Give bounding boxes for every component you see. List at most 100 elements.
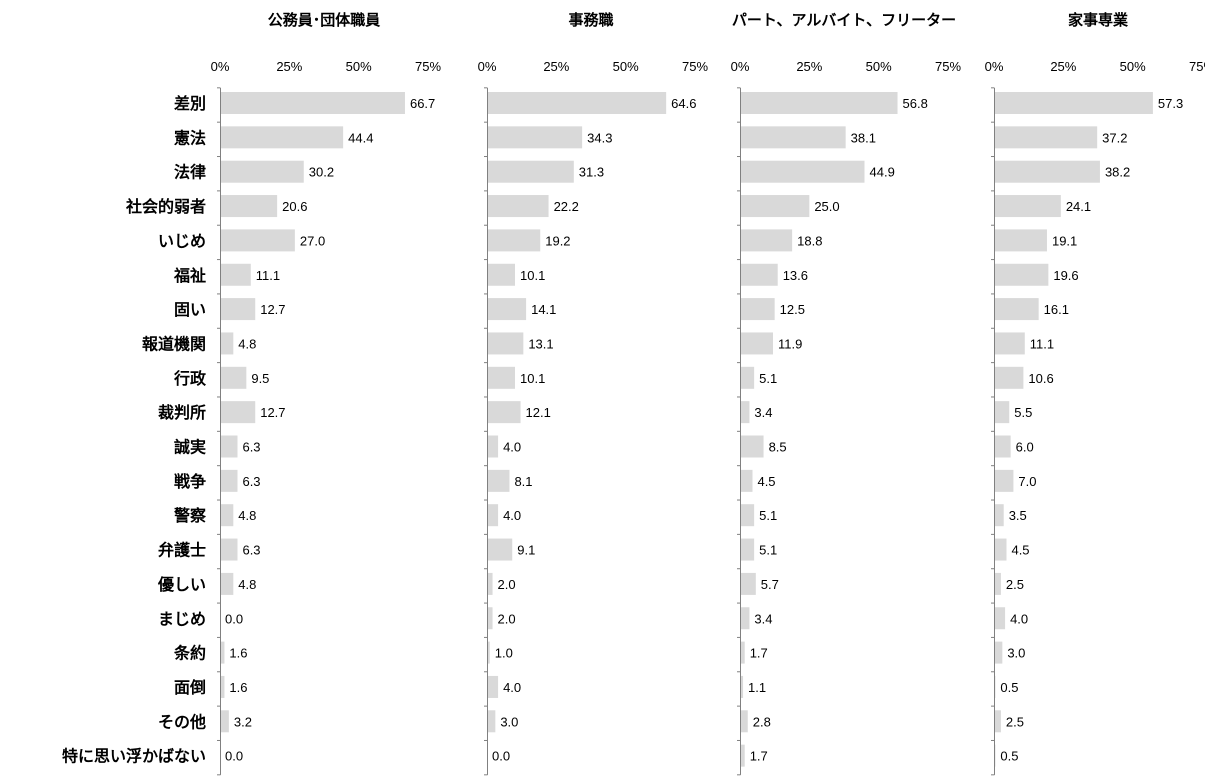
bar — [994, 469, 1014, 492]
bar — [740, 160, 865, 183]
bar — [220, 332, 234, 355]
value-label: 1.1 — [748, 680, 766, 695]
bar — [994, 435, 1011, 458]
value-label: 1.7 — [750, 749, 768, 764]
bar — [994, 229, 1047, 252]
value-label: 4.0 — [1010, 611, 1028, 626]
bar — [220, 710, 229, 733]
value-label: 5.1 — [759, 543, 777, 558]
value-label: 4.5 — [757, 474, 775, 489]
bar — [994, 195, 1061, 218]
category-label: 行政 — [173, 369, 207, 388]
value-label: 12.7 — [260, 302, 285, 317]
value-label: 25.0 — [814, 199, 839, 214]
bar — [487, 298, 527, 321]
panel-title: 公務員･団体職員 — [268, 11, 381, 29]
value-label: 4.0 — [503, 440, 521, 455]
bar — [740, 538, 755, 561]
bar — [220, 195, 278, 218]
value-label: 16.1 — [1044, 302, 1069, 317]
category-label: 固い — [174, 300, 206, 319]
bar — [220, 92, 405, 114]
value-label: 64.6 — [671, 96, 696, 111]
category-label: 戦争 — [174, 472, 206, 491]
category-label: 報道機関 — [142, 334, 206, 353]
value-label: 2.5 — [1006, 577, 1024, 592]
bar — [994, 366, 1024, 389]
value-label: 20.6 — [282, 199, 307, 214]
tick-label: 50% — [866, 59, 892, 74]
bar — [220, 298, 256, 321]
tick-label: 25% — [543, 59, 569, 74]
bar — [487, 126, 583, 149]
value-label: 0.5 — [1000, 680, 1018, 695]
value-label: 13.6 — [783, 268, 808, 283]
value-label: 11.1 — [1030, 336, 1054, 351]
value-label: 14.1 — [531, 302, 556, 317]
bar — [740, 504, 755, 527]
bar — [220, 229, 295, 252]
bar — [487, 160, 574, 183]
value-label: 22.2 — [554, 199, 579, 214]
category-label: 優しい — [157, 575, 206, 594]
value-label: 8.5 — [769, 440, 787, 455]
value-label: 18.8 — [797, 233, 822, 248]
value-label: 19.2 — [545, 233, 570, 248]
value-label: 6.3 — [242, 474, 260, 489]
bar — [487, 435, 499, 458]
value-label: 19.6 — [1053, 268, 1078, 283]
bar — [740, 92, 898, 114]
value-label: 6.0 — [1016, 440, 1034, 455]
value-label: 1.6 — [229, 680, 247, 695]
category-label: 特に思い浮かばない — [62, 747, 206, 766]
bar — [487, 195, 549, 218]
panel-title: 家事専業 — [1068, 11, 1129, 29]
bar — [220, 366, 247, 389]
value-label: 2.5 — [1006, 714, 1024, 729]
bar — [487, 332, 524, 355]
bar — [740, 263, 778, 286]
value-label: 6.3 — [242, 543, 260, 558]
category-label: 福祉 — [173, 266, 206, 285]
value-label: 0.0 — [225, 749, 243, 764]
bar — [487, 401, 521, 424]
value-label: 6.3 — [242, 440, 260, 455]
tick-label: 25% — [276, 59, 302, 74]
panel-title: 事務職 — [568, 11, 613, 29]
value-label: 1.0 — [495, 646, 513, 661]
bar — [487, 504, 499, 527]
value-label: 11.1 — [256, 268, 280, 283]
value-label: 57.3 — [1158, 96, 1183, 111]
value-label: 3.4 — [754, 611, 772, 626]
bar — [994, 572, 1001, 595]
bar — [994, 710, 1001, 733]
value-label: 5.1 — [759, 371, 777, 386]
bar — [220, 538, 238, 561]
bar — [994, 160, 1100, 183]
bar — [740, 229, 793, 252]
value-label: 44.9 — [870, 165, 895, 180]
category-label: 憲法 — [174, 128, 206, 147]
value-label: 34.3 — [587, 130, 612, 145]
category-label: 面倒 — [174, 678, 206, 697]
tick-label: 75% — [1189, 59, 1205, 74]
tick-label: 50% — [346, 59, 372, 74]
value-label: 4.0 — [503, 508, 521, 523]
value-label: 5.1 — [759, 508, 777, 523]
bar — [487, 92, 667, 114]
category-label: その他 — [158, 712, 206, 731]
bar — [740, 332, 774, 355]
category-label: 裁判所 — [158, 403, 206, 422]
category-label: 社会的弱者 — [125, 197, 206, 216]
value-label: 5.7 — [761, 577, 779, 592]
bar — [220, 126, 344, 149]
value-label: 66.7 — [410, 96, 435, 111]
value-label: 11.9 — [778, 336, 802, 351]
tick-label: 0% — [731, 59, 750, 74]
value-label: 10.1 — [520, 268, 545, 283]
bar — [740, 435, 764, 458]
bar — [487, 641, 490, 664]
tick-label: 0% — [211, 59, 230, 74]
value-label: 30.2 — [309, 165, 334, 180]
